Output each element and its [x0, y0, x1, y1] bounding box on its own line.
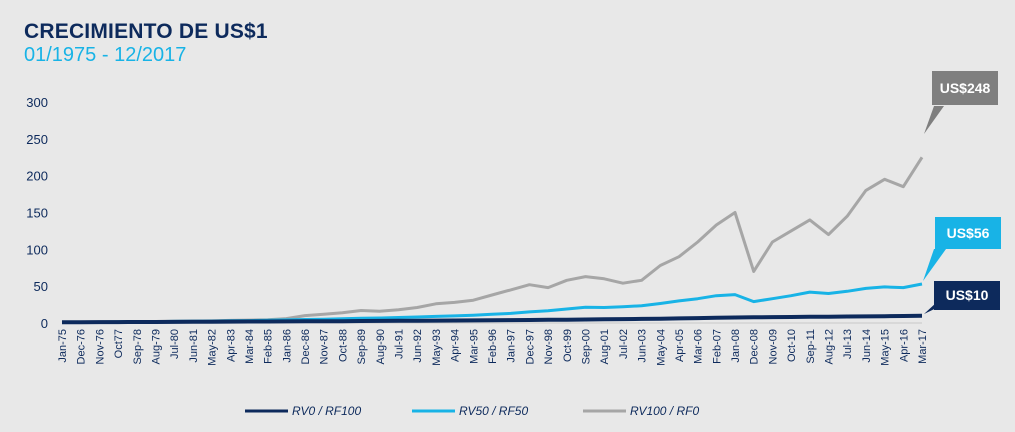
x-tick-label: Dec-86: [300, 329, 312, 364]
x-tick-label: Feb-85: [263, 329, 275, 364]
x-tick-label: Oct-10: [786, 329, 798, 362]
x-tick-label: Oct-88: [337, 329, 349, 362]
series-line-rv0: [61, 313, 923, 325]
x-tick-label: Aug-90: [375, 329, 387, 364]
callout-rv50: US$56: [923, 217, 1001, 281]
chart-subtitle: 01/1975 - 12/2017: [24, 44, 187, 66]
x-tick-label: Feb-07: [711, 329, 723, 364]
x-tick-label: Nov-76: [94, 329, 106, 364]
legend-label-rv50: RV50 / RF50: [459, 404, 528, 418]
series-line-rv100: [61, 156, 924, 324]
x-tick-label: Dec-08: [749, 329, 761, 364]
x-tick-label: May-15: [880, 329, 892, 366]
y-tick-label: 150: [26, 206, 48, 221]
x-tick-label: Oct77: [113, 329, 125, 358]
x-tick-label: Jun-81: [188, 329, 200, 363]
x-tick-label: Sep-00: [580, 329, 592, 364]
x-tick-label: Jun-14: [861, 329, 873, 363]
x-tick-label: Sep-11: [805, 329, 817, 364]
x-tick-label: Feb-96: [487, 329, 499, 364]
x-tick-label: Mar-95: [468, 329, 480, 364]
callout-rv0-label: US$10: [946, 287, 989, 303]
callout-rv100-label: US$248: [940, 80, 991, 96]
legend: RV0 / RF100 RV50 / RF50 RV100 / RF0: [245, 404, 699, 418]
x-tick-label: May-82: [207, 329, 219, 366]
x-tick-label: Apr-94: [450, 329, 462, 362]
x-tick-label: Dec-76: [76, 329, 88, 364]
x-tick-label: Aug-01: [599, 329, 611, 364]
x-tick-label: Jan-08: [730, 329, 742, 363]
x-tick-label: Apr-16: [898, 329, 910, 362]
series-lines: [61, 156, 924, 325]
x-tick-label: Oct-99: [562, 329, 574, 362]
y-tick-label: 300: [26, 95, 48, 110]
x-tick-label: Jan-75: [57, 329, 69, 363]
x-tick-label: May-04: [655, 329, 667, 366]
chart-title: CRECIMIENTO DE US$1: [24, 20, 268, 43]
x-tick-label: Apr-05: [674, 329, 686, 362]
legend-item-rv0: RV0 / RF100: [245, 404, 361, 418]
x-tick-label: Nov-09: [767, 329, 779, 364]
callout-rv50-label: US$56: [947, 225, 990, 241]
x-tick-label: Jun-03: [637, 329, 649, 363]
callout-rv100: US$248: [924, 71, 998, 134]
x-tick-label: Jan-86: [281, 329, 293, 363]
x-tick-label: Dec-97: [524, 329, 536, 364]
x-tick-label: Jul-02: [618, 329, 630, 359]
x-tick-label: Jun-92: [412, 329, 424, 363]
x-tick-label: Jul-80: [169, 329, 181, 359]
legend-item-rv100: RV100 / RF0: [583, 404, 699, 418]
x-tick-label: Mar-06: [693, 329, 705, 364]
x-tick-label: May-93: [431, 329, 443, 366]
x-tick-label: Jan-97: [506, 329, 518, 363]
callout-rv0: US$10: [924, 281, 1000, 314]
x-tick-label: Aug-79: [150, 329, 162, 364]
x-tick-label: Mar-17: [917, 329, 929, 364]
x-tick-label: Nov-87: [319, 329, 331, 364]
y-tick-label: 200: [26, 169, 48, 184]
y-tick-label: 0: [41, 316, 48, 331]
y-tick-label: 250: [26, 132, 48, 147]
x-tick-label: Mar-84: [244, 329, 256, 364]
x-tick-label: Jul-13: [842, 329, 854, 359]
x-tick-label: Nov-98: [543, 329, 555, 364]
y-tick-label: 50: [34, 279, 48, 294]
y-tick-label: 100: [26, 242, 48, 257]
x-axis: Jan-75 Dec-76 Nov-76 Oct77 Sep-78 Aug-79 Jul-8…: [57, 329, 929, 366]
x-tick-label: Apr-83: [225, 329, 237, 362]
x-tick-label: Jul-91: [394, 329, 406, 359]
x-tick-label: Sep-78: [132, 329, 144, 364]
legend-item-rv50: RV50 / RF50: [412, 404, 528, 418]
x-tick-label: Aug-12: [824, 329, 836, 364]
legend-label-rv100: RV100 / RF0: [630, 404, 699, 418]
legend-label-rv0: RV0 / RF100: [292, 404, 361, 418]
x-tick-label: Sep-89: [356, 329, 368, 364]
